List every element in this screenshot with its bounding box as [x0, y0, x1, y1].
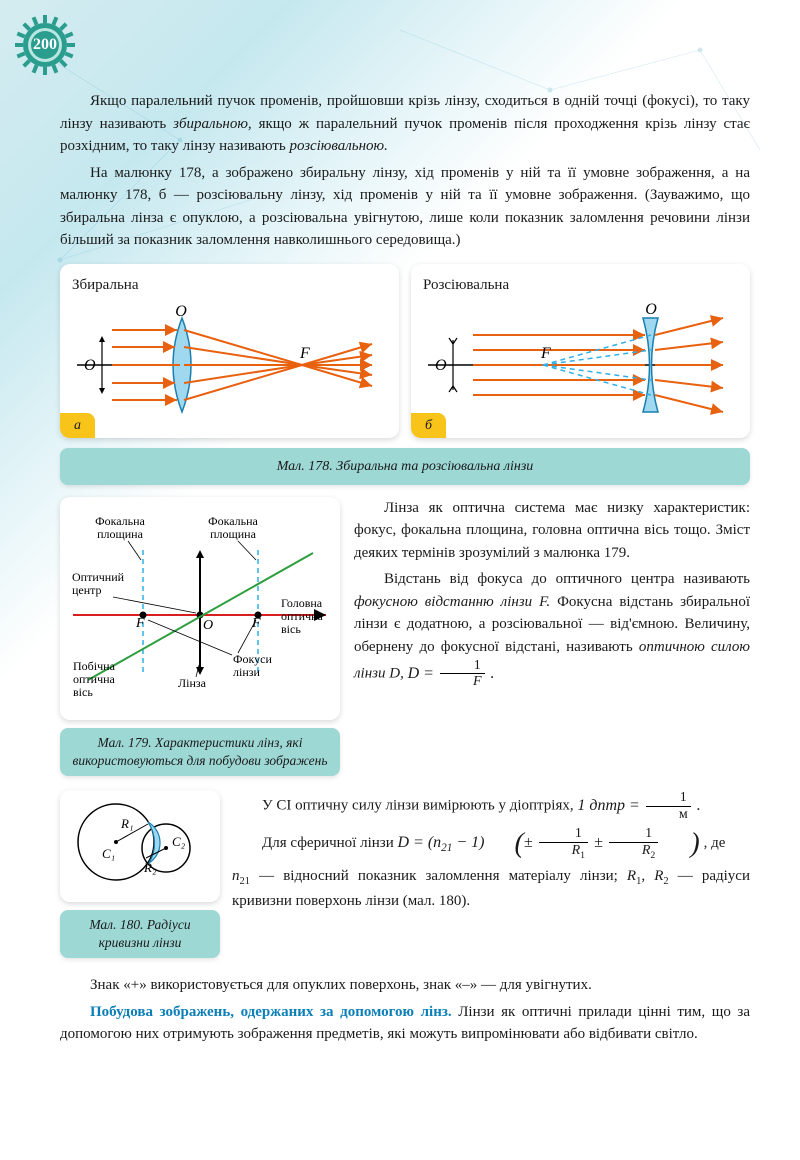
figure-180-caption: Мал. 180. Радіуси кривизни лінзи: [60, 910, 220, 958]
svg-text:F: F: [135, 616, 145, 631]
figure-178-a: Збиральна O: [60, 264, 399, 438]
svg-text:Оптичний: Оптичний: [72, 570, 125, 584]
figure-179-caption: Мал. 179. Характеристики лінз, які викор…: [60, 728, 340, 776]
figure-178: Збиральна O: [60, 264, 750, 438]
svg-text:R₂: R₂: [143, 860, 157, 875]
paragraph-2: На малюнку 178, а зображено збиральну лі…: [60, 162, 750, 252]
page-content: Якщо паралельний пучок променів, пройшов…: [0, 0, 800, 1080]
svg-text:F: F: [251, 616, 261, 631]
svg-text:F: F: [540, 345, 551, 362]
paragraph-7: n21 — відносний показник заломлення мате…: [232, 865, 750, 912]
section-fig180: R₁ R₂ C₁ C₂ Мал. 180. Радіуси кривизни л…: [60, 790, 750, 966]
figure-178-caption: Мал. 178. Збиральна та розсіювальна лінз…: [60, 448, 750, 485]
paragraph-6: Для сферичної лінзи D = (n21 − 1)(± 1R1 …: [232, 826, 750, 861]
svg-text:площина: площина: [210, 527, 256, 541]
svg-text:R₁: R₁: [120, 816, 133, 831]
page-number-badge: 200: [15, 15, 75, 75]
label-O: O: [84, 357, 96, 374]
svg-text:центр: центр: [72, 583, 102, 597]
radii-diagram: R₁ R₂ C₁ C₂: [66, 796, 214, 888]
formula-dptr: 1 дптр = 1м .: [577, 797, 700, 814]
page-number: 200: [33, 33, 57, 57]
formula-spherical: D = (n21 − 1)(± 1R1 ± 1R2): [397, 834, 703, 851]
svg-text:O: O: [645, 301, 657, 318]
svg-text:C₂: C₂: [172, 834, 186, 849]
paragraph-9: Побудова зображень, одержаних за допомог…: [60, 1001, 750, 1046]
svg-text:оптична: оптична: [73, 672, 116, 686]
svg-text:площина: площина: [97, 527, 143, 541]
svg-text:F: F: [299, 345, 310, 362]
section-fig179: Фокальна площина Фокальна площина Оптичн…: [60, 497, 750, 785]
paragraph-8: Знак «+» використовується для опуклих по…: [60, 974, 750, 997]
svg-text:Головна: Головна: [281, 596, 323, 610]
paragraph-4: Відстань від фокуса до оптичного центра …: [354, 568, 750, 690]
paragraph-1: Якщо паралельний пучок променів, пройшов…: [60, 90, 750, 158]
svg-text:O: O: [203, 618, 213, 633]
svg-text:вісь: вісь: [281, 622, 301, 636]
lens-characteristics-diagram: Фокальна площина Фокальна площина Оптичн…: [68, 505, 332, 705]
figure-179: Фокальна площина Фокальна площина Оптичн…: [60, 497, 340, 721]
svg-text:Фокуси: Фокуси: [233, 652, 272, 666]
diverging-lens-diagram: O: [423, 300, 733, 430]
paragraph-3: Лінза як оптична система має низку харак…: [354, 497, 750, 565]
figure-178-b: Розсіювальна O: [411, 264, 750, 438]
converging-lens-diagram: O: [72, 300, 382, 430]
svg-text:O: O: [175, 303, 187, 320]
svg-text:C₁: C₁: [102, 846, 115, 861]
svg-text:Побічна: Побічна: [73, 659, 116, 673]
svg-text:оптична: оптична: [281, 609, 324, 623]
formula-D: D = 1F .: [408, 665, 495, 682]
svg-text:Фокальна: Фокальна: [95, 514, 145, 528]
svg-text:Фокальна: Фокальна: [208, 514, 258, 528]
svg-text:лінзи: лінзи: [233, 665, 260, 679]
svg-text:Лінза: Лінза: [178, 676, 207, 690]
svg-text:вісь: вісь: [73, 685, 93, 699]
figure-180: R₁ R₂ C₁ C₂: [60, 790, 220, 902]
svg-text:O: O: [435, 357, 447, 374]
paragraph-5: У СІ оптичну силу лінзи вимірюють у діоп…: [232, 790, 750, 822]
